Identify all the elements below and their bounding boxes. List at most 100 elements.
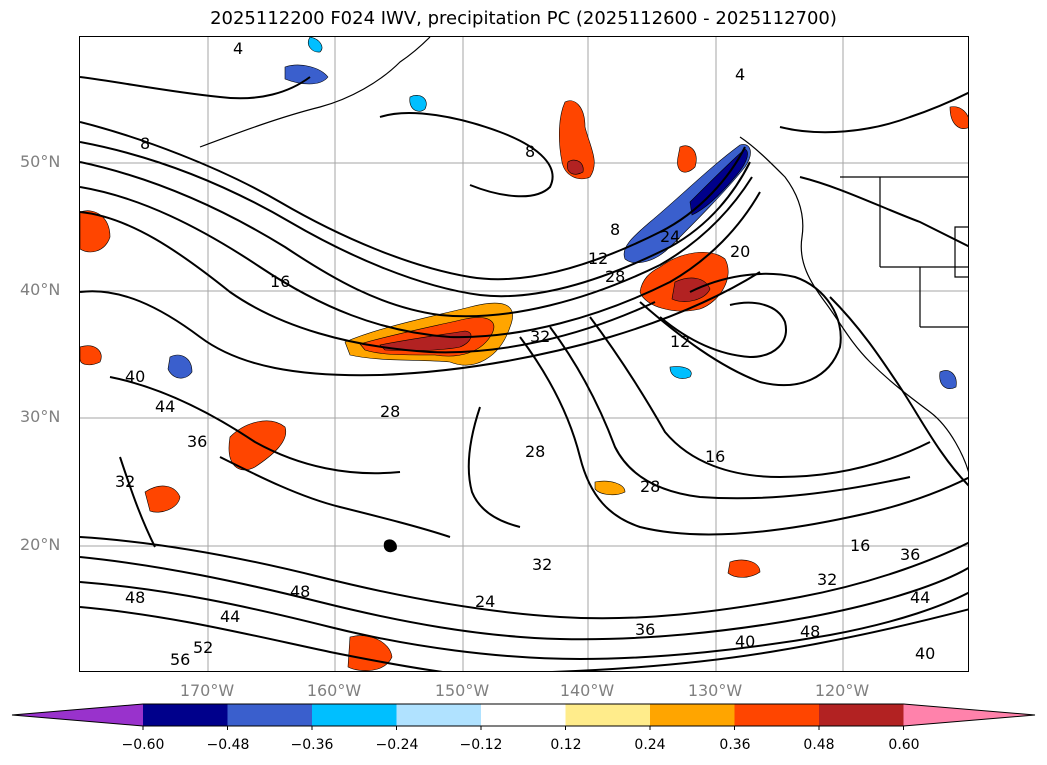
contour-label: 28 <box>380 402 400 421</box>
contour-line <box>659 301 787 359</box>
precip-patch <box>228 420 287 471</box>
contour-label: 24 <box>475 592 495 611</box>
contour-label: 40 <box>735 632 755 651</box>
contour-line <box>219 456 451 538</box>
contour-line <box>639 272 842 387</box>
colorbar-segment <box>227 704 313 726</box>
contour-line <box>799 176 968 248</box>
lon-label-160w: 160°W <box>306 681 362 700</box>
contour-label: 32 <box>532 555 552 574</box>
contour-label: 44 <box>220 607 240 626</box>
precip-patch <box>727 559 761 578</box>
contour-line <box>119 456 156 548</box>
border-line <box>954 226 968 278</box>
contour-line <box>80 271 761 377</box>
contour-label: 16 <box>850 536 870 555</box>
precip-patch <box>80 345 102 366</box>
precip-patch <box>144 485 181 513</box>
contour-label: 12 <box>588 249 608 268</box>
contour-line <box>829 296 968 487</box>
lat-label-40n: 40°N <box>20 280 61 299</box>
precip-patch <box>308 37 323 53</box>
precip-patch <box>567 159 584 175</box>
colorbar-segments <box>11 703 1036 730</box>
precip-patch <box>559 100 595 180</box>
lat-label-20n: 20°N <box>20 535 61 554</box>
contour-label: 8 <box>140 134 150 153</box>
contour-label: 12 <box>670 332 690 351</box>
colorbar-tick: −0.60 <box>121 737 165 753</box>
colorbar-extend-high <box>903 704 1035 726</box>
contour-line <box>80 186 761 339</box>
coastline-island <box>383 539 397 553</box>
map-panel: 4 4 8 8 8 12 12 16 16 16 20 24 24 28 28 … <box>79 36 969 672</box>
contour-label: 32 <box>817 570 837 589</box>
colorbar-tick: 0.60 <box>888 737 920 753</box>
colorbar-tick: 0.24 <box>634 737 666 753</box>
contour-line <box>80 556 968 641</box>
contour-line <box>379 112 554 198</box>
lon-label-120w: 120°W <box>814 681 870 700</box>
contour-label: 16 <box>705 447 725 466</box>
contour-label: 4 <box>735 65 745 84</box>
contour-label: 52 <box>193 638 213 657</box>
colorbar-tick: 0.36 <box>719 737 751 753</box>
contour-line <box>519 336 968 536</box>
contour-line <box>549 326 911 500</box>
contour-line <box>467 406 521 528</box>
contour-labels: 4 4 8 8 8 12 12 16 16 16 20 24 24 28 28 … <box>115 39 935 669</box>
lon-label-140w: 140°W <box>559 681 615 700</box>
lat-label-50n: 50°N <box>20 152 61 171</box>
colorbar-segment <box>396 704 482 726</box>
colorbar-segment <box>143 704 228 726</box>
contour-label: 56 <box>170 650 190 669</box>
map-title: 2025112200 F024 IWV, precipitation PC (2… <box>210 8 837 29</box>
contour-line <box>109 376 401 475</box>
contour-line <box>80 121 746 281</box>
contour-line <box>80 581 968 661</box>
contour-label: 40 <box>125 367 145 386</box>
contour-label: 8 <box>525 142 535 161</box>
contour-line <box>80 211 656 354</box>
colorbar-segment <box>481 704 566 726</box>
contour-label: 40 <box>915 644 935 663</box>
contour-label: 36 <box>900 545 920 564</box>
colorbar-tick: −0.24 <box>375 737 419 753</box>
lon-label-170w: 170°W <box>179 681 235 700</box>
precip-patch <box>671 277 711 302</box>
lon-label-150w: 150°W <box>434 681 490 700</box>
contour-label: 44 <box>155 397 175 416</box>
colorbar-segment <box>819 704 904 726</box>
contour-line <box>779 91 968 134</box>
colorbar-tick: −0.36 <box>290 737 334 753</box>
map-canvas: 4 4 8 8 8 12 12 16 16 16 20 24 24 28 28 … <box>80 37 968 671</box>
precip-patch <box>594 480 626 496</box>
colorbar-segment <box>565 704 651 726</box>
colorbar <box>11 703 1036 730</box>
contour-line <box>551 608 968 671</box>
contour-label: 28 <box>605 267 625 286</box>
contour-label: 36 <box>187 432 207 451</box>
contour-label: 20 <box>730 242 750 261</box>
precip-patch <box>80 210 111 253</box>
contour-line <box>80 161 753 318</box>
precip-patch <box>347 635 393 671</box>
contour-label: 16 <box>270 272 290 291</box>
precip-patch <box>669 366 692 379</box>
contour-label: 32 <box>530 327 550 346</box>
colorbar-tick: −0.12 <box>459 737 503 753</box>
lon-label-130w: 130°W <box>687 681 743 700</box>
colorbar-segment <box>312 704 397 726</box>
coastline-north-america <box>739 136 968 473</box>
contour-label: 44 <box>910 588 930 607</box>
contour-label: 32 <box>115 472 135 491</box>
precip-patch <box>939 370 957 389</box>
contour-label: 48 <box>290 582 310 601</box>
contour-line <box>589 316 931 479</box>
contour-line <box>80 141 751 298</box>
precip-patch <box>409 95 427 112</box>
colorbar-tick: −0.48 <box>206 737 250 753</box>
colorbar-segment <box>734 704 820 726</box>
coastlines <box>199 37 968 553</box>
colorbar-tick: 0.48 <box>803 737 835 753</box>
